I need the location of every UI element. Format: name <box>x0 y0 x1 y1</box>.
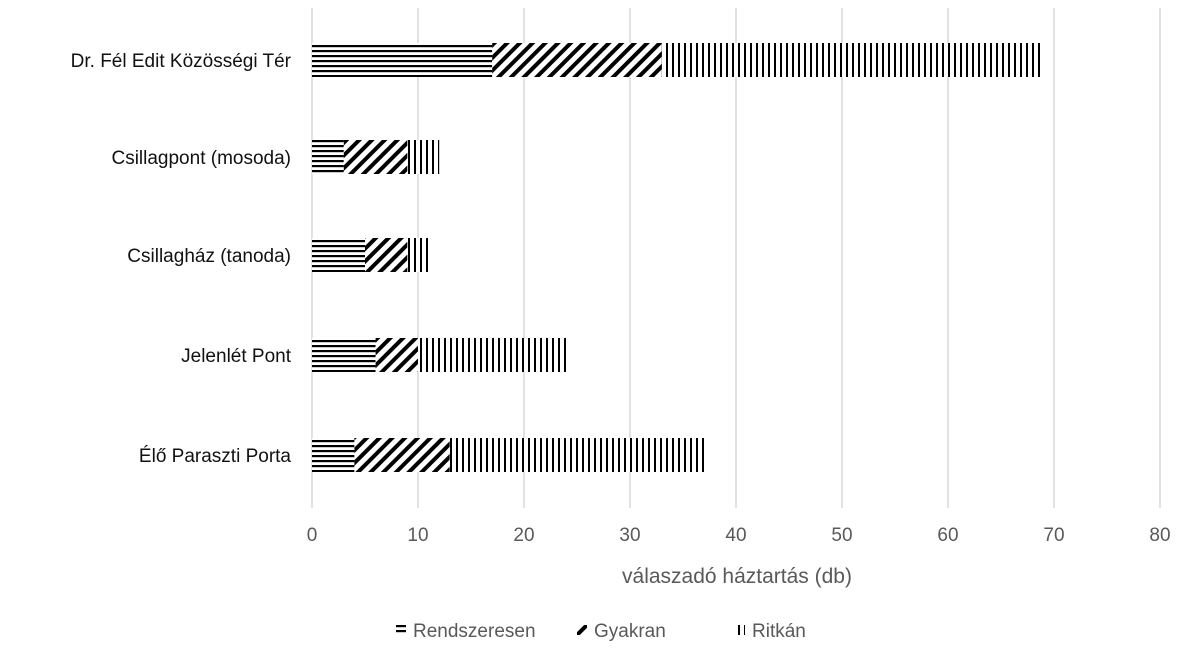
x-tick-label: 70 <box>1043 525 1064 546</box>
category-labels: Dr. Fél Edit Közösségi Tér Csillagpont (m… <box>71 51 292 467</box>
legend-label-rendszeresen: Rendszeresen <box>413 621 536 642</box>
bar-gyakran-1 <box>343 140 408 174</box>
x-tick-label: 10 <box>407 525 428 546</box>
bar-gyakran-2 <box>365 238 408 272</box>
bar-ritkán-2 <box>407 238 429 272</box>
category-label: Csillagpont (mosoda) <box>111 148 291 169</box>
bar-rendszeresen-3 <box>312 338 376 372</box>
category-label: Jelenlét Pont <box>181 346 292 367</box>
legend-swatch-ritkán <box>735 625 745 635</box>
x-tick-label: 40 <box>725 525 746 546</box>
legend-label-ritkán: Ritkán <box>752 621 806 642</box>
legend: Rendszeresen Gyakran Ritkán <box>396 621 806 642</box>
gridlines <box>311 8 1161 508</box>
category-label: Élő Paraszti Porta <box>139 446 291 467</box>
bar-gyakran-0 <box>492 43 662 77</box>
x-tick-label: 20 <box>513 525 534 546</box>
bar-gyakran-3 <box>375 338 418 372</box>
bar-rendszeresen-4 <box>312 438 355 472</box>
x-tick-label: 30 <box>619 525 640 546</box>
x-tick-label: 60 <box>937 525 958 546</box>
bars <box>312 43 1044 472</box>
x-axis-title: válaszadó háztartás (db) <box>622 565 852 588</box>
x-tick-label: 80 <box>1149 525 1170 546</box>
bar-rendszeresen-2 <box>312 238 365 272</box>
bar-rendszeresen-0 <box>312 43 493 77</box>
bar-rendszeresen-1 <box>312 140 344 174</box>
bar-ritkán-4 <box>449 438 705 472</box>
bar-gyakran-4 <box>354 438 450 472</box>
bar-ritkán-0 <box>661 43 1044 77</box>
category-label: Dr. Fél Edit Közösségi Tér <box>71 51 292 72</box>
x-tick-label: 0 <box>307 525 318 546</box>
bar-ritkán-3 <box>418 338 567 372</box>
category-label: Csillagház (tanoda) <box>127 246 291 267</box>
legend-swatch-gyakran <box>577 625 587 635</box>
x-tick-label: 50 <box>831 525 852 546</box>
legend-label-gyakran: Gyakran <box>594 621 666 642</box>
bar-ritkán-1 <box>407 140 440 174</box>
legend-swatch-rendszeresen <box>396 625 406 635</box>
x-tick-labels: 0 10 20 30 40 50 60 70 80 <box>307 525 1171 546</box>
